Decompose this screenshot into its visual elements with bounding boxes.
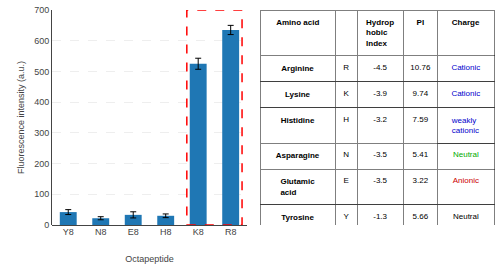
svg-text:HydrophobicIndex: HydrophobicIndex (366, 18, 394, 48)
svg-text:weaklycationic: weaklycationic (451, 116, 479, 135)
svg-text:-4.5: -4.5 (373, 63, 387, 72)
svg-text:R: R (343, 63, 349, 72)
svg-text:100: 100 (34, 189, 49, 199)
svg-text:H8: H8 (160, 227, 172, 237)
svg-text:Cationic: Cationic (451, 89, 480, 98)
svg-text:N: N (343, 150, 349, 159)
svg-text:Y8: Y8 (63, 227, 74, 237)
svg-text:Anionic: Anionic (453, 176, 479, 185)
svg-text:7.59: 7.59 (413, 115, 429, 124)
svg-text:Histidine: Histidine (281, 116, 315, 125)
svg-text:Charge: Charge (452, 18, 480, 27)
svg-text:PI: PI (417, 18, 425, 27)
svg-text:500: 500 (34, 67, 49, 77)
svg-text:5.41: 5.41 (413, 150, 429, 159)
svg-text:Glutamicacid: Glutamicacid (280, 177, 315, 196)
svg-text:-3.5: -3.5 (373, 176, 387, 185)
svg-text:-3.2: -3.2 (373, 115, 387, 124)
svg-text:Tyrosine: Tyrosine (281, 213, 314, 222)
svg-text:0: 0 (44, 220, 49, 230)
svg-text:Arginine: Arginine (281, 64, 314, 73)
svg-text:200: 200 (34, 159, 49, 169)
svg-text:600: 600 (34, 36, 49, 46)
svg-text:E: E (344, 176, 349, 185)
svg-text:R8: R8 (225, 227, 237, 237)
svg-text:H: H (343, 115, 349, 124)
svg-text:-3.5: -3.5 (373, 150, 387, 159)
svg-text:-1.3: -1.3 (373, 212, 387, 221)
svg-text:Lysine: Lysine (285, 90, 311, 99)
svg-text:400: 400 (34, 97, 49, 107)
svg-text:9.74: 9.74 (413, 89, 429, 98)
svg-text:E8: E8 (128, 227, 139, 237)
svg-text:5.66: 5.66 (413, 212, 429, 221)
svg-text:K8: K8 (193, 227, 204, 237)
svg-text:Fluorescence intensity (a.u.): Fluorescence intensity (a.u.) (16, 61, 26, 174)
svg-text:3.22: 3.22 (413, 176, 429, 185)
svg-text:10.76: 10.76 (410, 63, 431, 72)
svg-text:700: 700 (34, 5, 49, 15)
svg-text:Cationic: Cationic (451, 63, 480, 72)
svg-text:K: K (344, 89, 350, 98)
svg-text:Y: Y (344, 212, 350, 221)
svg-text:N8: N8 (95, 227, 107, 237)
svg-text:Neutral: Neutral (453, 212, 479, 221)
svg-text:300: 300 (34, 128, 49, 138)
svg-text:-3.9: -3.9 (373, 89, 387, 98)
svg-text:Amino acid: Amino acid (276, 18, 319, 27)
svg-text:Neutral: Neutral (453, 150, 479, 159)
svg-text:Asparagine: Asparagine (276, 151, 320, 160)
svg-text:Octapeptide: Octapeptide (125, 254, 174, 264)
